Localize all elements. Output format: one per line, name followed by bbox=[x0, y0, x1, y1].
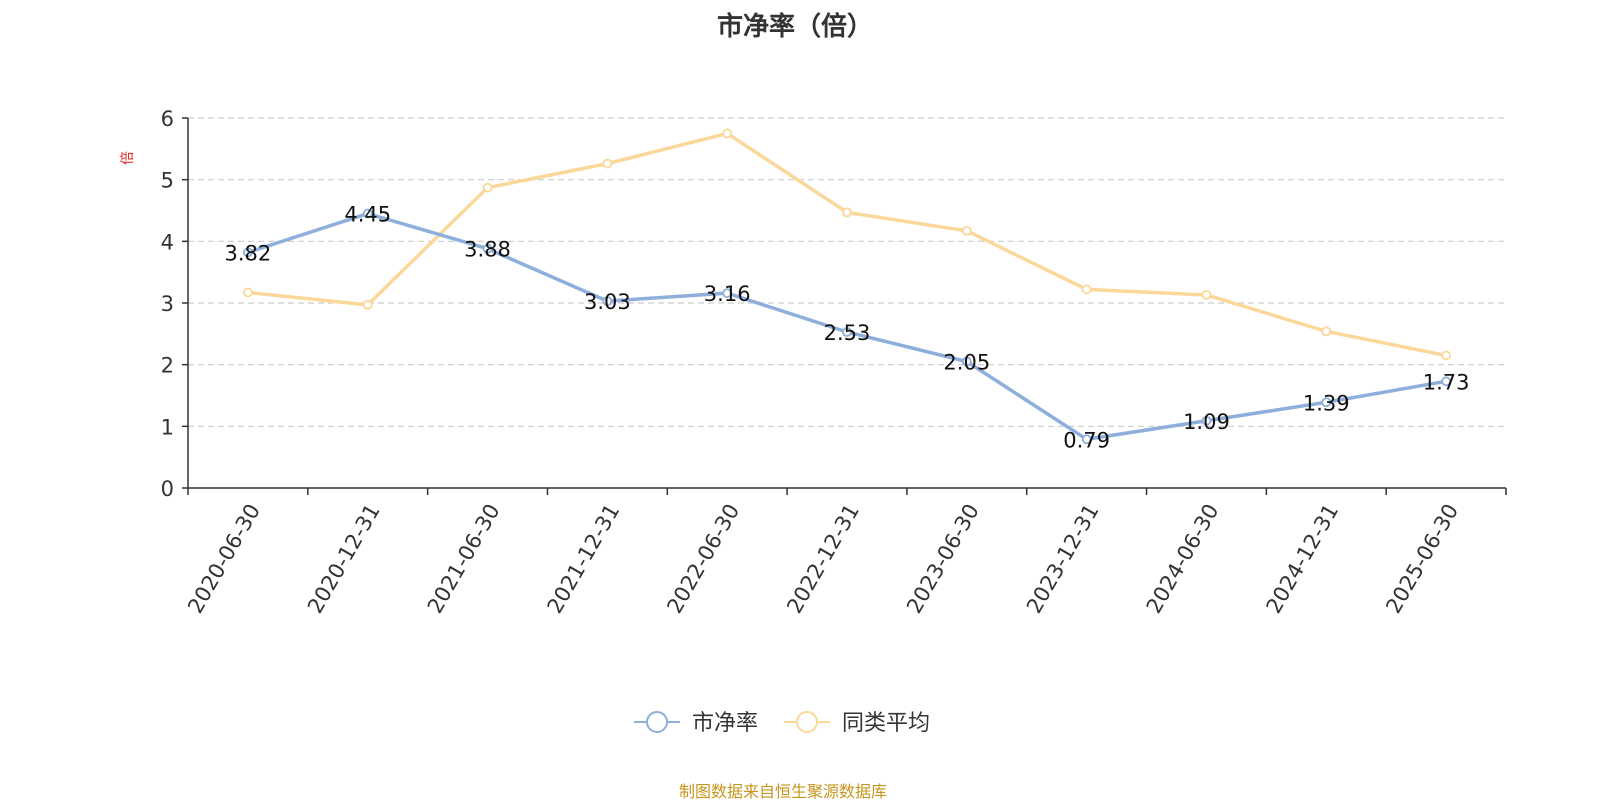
y-tick-label: 4 bbox=[161, 230, 174, 254]
data-point bbox=[842, 327, 852, 337]
data-label: 1.73 bbox=[1423, 370, 1470, 394]
data-point bbox=[1441, 350, 1451, 361]
series bbox=[243, 128, 1451, 445]
data-point bbox=[1201, 290, 1212, 300]
data-point bbox=[722, 128, 733, 139]
x-tick-label: 2025-06-30 bbox=[1381, 500, 1463, 618]
legend-marker bbox=[646, 711, 668, 733]
x-tick-label: 2022-12-31 bbox=[782, 500, 864, 618]
x-tick-label: 2023-12-31 bbox=[1022, 500, 1104, 618]
data-label: 1.09 bbox=[1183, 410, 1230, 434]
data-point bbox=[243, 247, 253, 258]
x-tick-label: 2021-06-30 bbox=[423, 500, 505, 618]
data-label: 2.53 bbox=[824, 321, 871, 345]
data-point bbox=[482, 243, 493, 254]
chart-title: 市净率（倍） bbox=[716, 12, 873, 42]
x-tick-label: 2024-06-30 bbox=[1142, 500, 1224, 618]
legend-label: 市净率 bbox=[692, 711, 758, 736]
data-point bbox=[961, 225, 972, 236]
data-point bbox=[1441, 376, 1451, 387]
data-point bbox=[243, 287, 253, 298]
y-tick-label: 0 bbox=[161, 477, 174, 501]
data-label: 4.45 bbox=[344, 203, 391, 227]
x-tick-label: 2022-06-30 bbox=[662, 500, 744, 618]
data-point bbox=[602, 158, 613, 169]
data-point bbox=[842, 207, 852, 218]
legend: 市净率 同类平均 bbox=[634, 711, 930, 736]
data-point bbox=[482, 182, 493, 193]
axes: 0 1 2 3 4 5 6 2020-06-30 2020-12-31 2021-06-30 202… bbox=[161, 107, 1507, 618]
y-tick-label: 6 bbox=[161, 107, 174, 131]
y-tick-label: 3 bbox=[161, 292, 174, 316]
data-point bbox=[1201, 415, 1212, 426]
data-point bbox=[362, 208, 373, 219]
y-tick-label: 1 bbox=[161, 415, 174, 439]
data-point bbox=[602, 296, 613, 307]
x-tick-label: 2021-12-31 bbox=[543, 500, 625, 618]
data-point bbox=[722, 288, 733, 299]
y-tick-label: 2 bbox=[161, 354, 174, 378]
grid-lines bbox=[188, 117, 1506, 427]
data-label: 3.88 bbox=[464, 238, 511, 262]
data-label: 3.82 bbox=[225, 241, 272, 265]
data-label: 2.05 bbox=[943, 351, 990, 375]
data-point bbox=[1081, 434, 1092, 445]
x-tick-label: 2024-12-31 bbox=[1262, 500, 1344, 618]
legend-marker bbox=[796, 711, 818, 733]
data-source-note: 制图数据来自恒生聚源数据库 bbox=[678, 782, 887, 801]
data-label: 3.16 bbox=[704, 282, 751, 306]
x-tick-label: 2023-06-30 bbox=[902, 500, 984, 618]
y-axis-label: 倍 bbox=[120, 151, 136, 165]
x-tick-label: 2020-12-31 bbox=[303, 500, 385, 618]
data-point bbox=[1321, 397, 1332, 408]
data-label: 0.79 bbox=[1063, 428, 1110, 452]
data-labels: 3.82 4.45 3.88 3.03 3.16 2.53 2.05 0.79 1.09 1.39… bbox=[225, 203, 1470, 453]
data-point bbox=[362, 299, 373, 310]
legend-label: 同类平均 bbox=[842, 711, 930, 736]
data-label: 1.39 bbox=[1303, 391, 1350, 415]
x-tick-label: 2020-06-30 bbox=[183, 500, 265, 618]
data-point bbox=[1081, 284, 1092, 295]
data-label: 3.03 bbox=[584, 290, 631, 314]
data-point bbox=[961, 356, 972, 367]
y-tick-label: 5 bbox=[161, 169, 174, 193]
data-point bbox=[1321, 326, 1332, 337]
